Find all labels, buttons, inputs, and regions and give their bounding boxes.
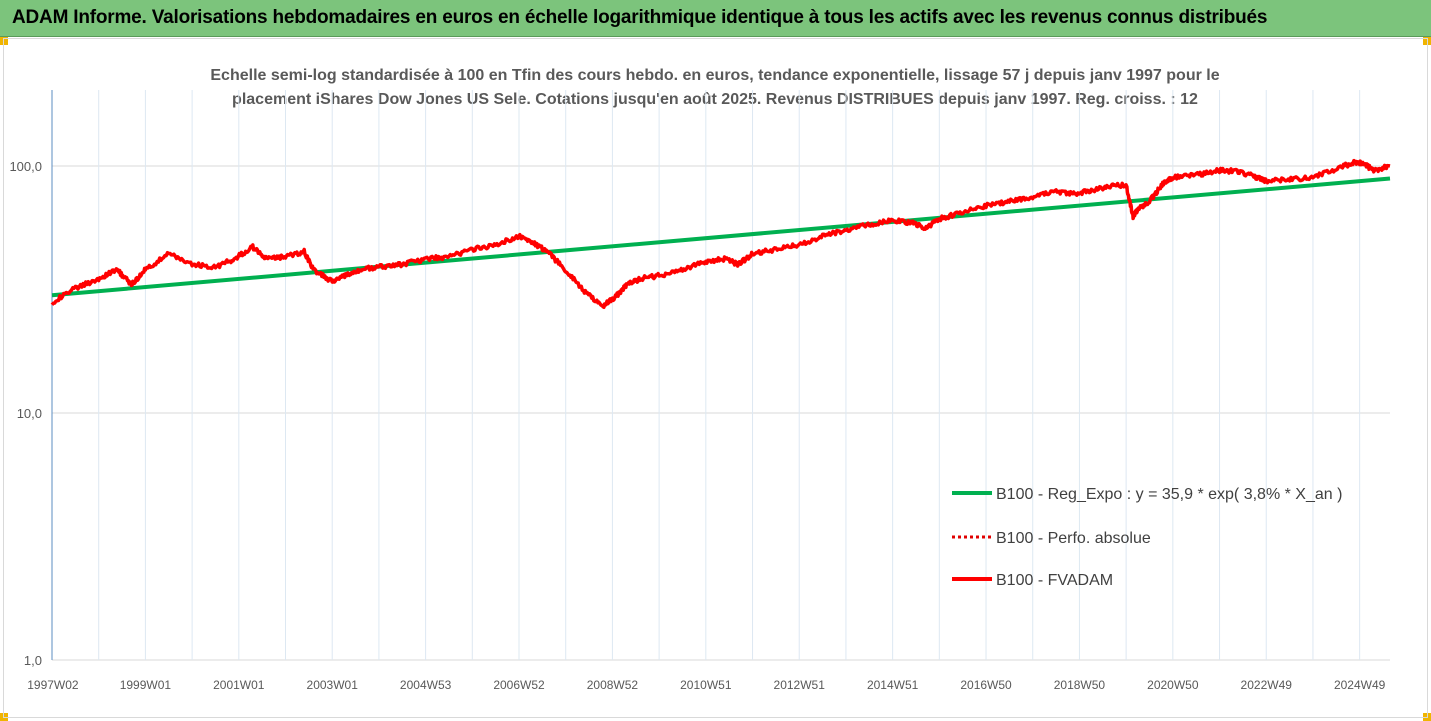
x-tick-label: 2001W01 <box>213 678 265 692</box>
chart-frame <box>3 38 1428 718</box>
y-tick-label: 1,0 <box>24 653 42 668</box>
legend-label: B100 - Reg_Expo : y = 35,9 * exp( 3,8% *… <box>996 486 1342 503</box>
legend-label: B100 - Perfo. absolue <box>996 530 1151 547</box>
x-tick-label: 2004W53 <box>400 678 452 692</box>
x-tick-label: 2012W51 <box>774 678 826 692</box>
x-tick-label: 2003W01 <box>307 678 359 692</box>
x-tick-label: 2024W49 <box>1334 678 1386 692</box>
series-lines <box>50 158 1391 310</box>
x-tick-label: 2016W50 <box>960 678 1012 692</box>
x-tick-label: 2008W52 <box>587 678 639 692</box>
x-tick-label: 1997W02 <box>27 678 79 692</box>
legend: B100 - Reg_Expo : y = 35,9 * exp( 3,8% *… <box>952 486 1342 589</box>
x-tick-label: 2006W52 <box>493 678 545 692</box>
page-title: ADAM Informe. Valorisations hebdomadaire… <box>12 7 1268 28</box>
y-axis-ticks: 1,0 10,0 100,0 <box>9 159 42 668</box>
grid-lines <box>51 90 1390 661</box>
corner-marker <box>0 37 8 45</box>
title-bar: ADAM Informe. Valorisations hebdomadaire… <box>0 0 1431 37</box>
x-tick-label: 2018W50 <box>1054 678 1106 692</box>
chart-subtitle-line1: Echelle semi-log standardisée à 100 en T… <box>210 67 1220 84</box>
x-tick-label: 1999W01 <box>120 678 172 692</box>
x-tick-label: 2010W51 <box>680 678 732 692</box>
series-line-2 <box>50 158 1391 310</box>
series-line-0 <box>51 176 1391 298</box>
y-tick-label: 10,0 <box>17 406 42 421</box>
x-axis-ticks: 1997W02 1999W01 2001W01 2003W01 2004W53 2006W… <box>27 678 1385 692</box>
x-tick-label: 2020W50 <box>1147 678 1199 692</box>
legend-label: B100 - FVADAM <box>996 572 1113 589</box>
chart-subtitle-line2: placement iShares Dow Jones US Sele. Cot… <box>232 91 1198 108</box>
x-tick-label: 2014W51 <box>867 678 919 692</box>
x-tick-label: 2022W49 <box>1241 678 1293 692</box>
chart-subtitle: Echelle semi-log standardisée à 100 en T… <box>120 64 1310 112</box>
y-tick-label: 100,0 <box>9 159 42 174</box>
